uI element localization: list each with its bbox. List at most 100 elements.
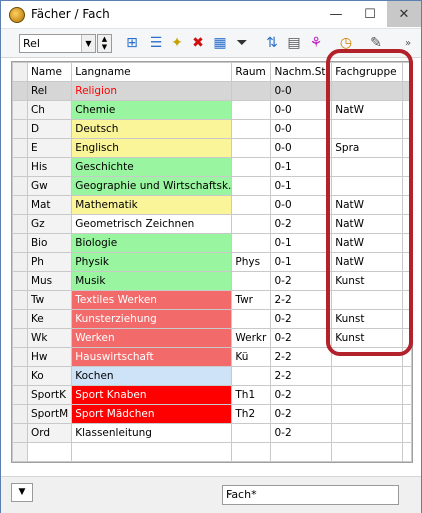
cell-raum[interactable] <box>231 214 272 234</box>
field-icon[interactable]: ▤ <box>287 35 301 51</box>
cell-langname[interactable]: Deutsch <box>71 119 233 139</box>
cell-raum[interactable]: Phys <box>231 252 272 272</box>
table-row[interactable]: Bio Biologie 0-1 NatW <box>12 233 412 253</box>
table-row[interactable]: Mat Mathematik 0-0 NatW <box>12 195 412 215</box>
cell-nachm[interactable]: 0-2 <box>270 214 333 234</box>
cell-raum[interactable] <box>231 119 272 139</box>
col-header-nachm[interactable]: Nachm.St <box>270 62 333 82</box>
table-row-empty[interactable] <box>12 461 412 462</box>
cell-name[interactable]: Ord <box>26 423 73 443</box>
table-row[interactable]: Gw Geographie und Wirtschaftsk. 0-1 <box>12 176 412 196</box>
app-clock-icon[interactable] <box>9 7 25 23</box>
cell-name[interactable]: SportM <box>26 404 73 424</box>
row-header[interactable] <box>12 328 28 348</box>
cell-nachm[interactable]: 0-2 <box>270 309 333 329</box>
table-row-empty[interactable] <box>12 442 412 462</box>
cell-langname[interactable]: Werken <box>71 328 233 348</box>
cell-langname[interactable]: Englisch <box>71 138 233 158</box>
cell-nachm[interactable]: 2-2 <box>270 366 333 386</box>
cell-langname[interactable]: Physik <box>71 252 233 272</box>
cell-name[interactable]: Gw <box>26 176 73 196</box>
row-header[interactable] <box>12 423 28 443</box>
row-header[interactable] <box>12 214 28 234</box>
cell-nachm[interactable]: 0-2 <box>270 404 333 424</box>
cell-raum[interactable] <box>231 423 272 443</box>
cell-nachm[interactable]: 0-0 <box>270 100 333 120</box>
corner-cell[interactable] <box>12 62 28 82</box>
row-header[interactable] <box>12 233 28 253</box>
row-header[interactable] <box>12 385 28 405</box>
cell-nachm[interactable]: 0-1 <box>270 233 333 253</box>
row-header[interactable] <box>12 309 28 329</box>
table-row[interactable]: SportK Sport Knaben Th1 0-2 <box>12 385 412 405</box>
cell-langname[interactable]: Textiles Werken <box>71 290 233 310</box>
cell-fachgruppe[interactable]: Kunst <box>331 309 404 329</box>
cell-nachm[interactable]: 0-2 <box>270 271 333 291</box>
cell-fachgruppe[interactable] <box>331 404 404 424</box>
empty-cell[interactable] <box>270 442 333 462</box>
close-button[interactable]: ✕ <box>387 1 421 27</box>
empty-cell[interactable] <box>402 442 412 462</box>
new-icon[interactable]: ✦ <box>171 35 183 51</box>
overflow-icon[interactable]: » <box>404 37 412 49</box>
cell-raum[interactable]: Werkr <box>231 328 272 348</box>
cell-nachm[interactable]: 0-1 <box>270 252 333 272</box>
cell-name[interactable]: Ch <box>26 100 73 120</box>
cell-name[interactable]: Bio <box>26 233 73 253</box>
cell-name[interactable]: D <box>26 119 73 139</box>
cell-name[interactable]: Ke <box>26 309 73 329</box>
table-row[interactable]: Ch Chemie 0-0 NatW <box>12 100 412 120</box>
empty-cell[interactable] <box>26 461 73 462</box>
empty-cell[interactable] <box>71 461 233 462</box>
cell-langname[interactable]: Biologie <box>71 233 233 253</box>
cell-raum[interactable]: Th2 <box>231 404 272 424</box>
cell-nachm[interactable]: 0-1 <box>270 157 333 177</box>
cell-langname[interactable]: Geometrisch Zeichnen <box>71 214 233 234</box>
cell-nachm[interactable]: 0-1 <box>270 176 333 196</box>
dropdown-button[interactable]: ▼ <box>11 483 33 502</box>
cell-raum[interactable]: Kü <box>231 347 272 367</box>
cell-name[interactable]: Hw <box>26 347 73 367</box>
cell-nachm[interactable]: 0-0 <box>270 119 333 139</box>
sort-icon[interactable]: ⇅ <box>266 35 278 51</box>
empty-cell[interactable] <box>402 461 412 462</box>
cell-nachm[interactable]: 0-2 <box>270 423 333 443</box>
cell-raum[interactable] <box>231 100 272 120</box>
cell-raum[interactable] <box>231 157 272 177</box>
cell-langname[interactable]: Chemie <box>71 100 233 120</box>
cell-raum[interactable] <box>231 138 272 158</box>
empty-cell[interactable] <box>26 442 73 462</box>
view-selector[interactable]: Fach* ⌄ <box>222 485 399 505</box>
table-row[interactable]: Ke Kunsterziehung 0-2 Kunst <box>12 309 412 329</box>
cell-fachgruppe[interactable]: NatW <box>331 252 404 272</box>
table-row[interactable]: Ko Kochen 2-2 <box>12 366 412 386</box>
cell-nachm[interactable]: 0-0 <box>270 138 333 158</box>
cell-filler[interactable] <box>402 385 412 405</box>
row-header[interactable] <box>12 347 28 367</box>
col-header-fachgruppe[interactable]: Fachgruppe <box>331 62 404 82</box>
empty-cell[interactable] <box>12 461 28 462</box>
filter-icon[interactable]: ⏷ <box>236 35 248 51</box>
cell-fachgruppe[interactable] <box>331 366 404 386</box>
cell-filler[interactable] <box>402 423 412 443</box>
cell-langname[interactable]: Sport Knaben <box>71 385 233 405</box>
cell-nachm[interactable]: 0-0 <box>270 81 333 101</box>
maximize-button[interactable]: ☐ <box>353 1 387 27</box>
cell-name[interactable]: Mus <box>26 271 73 291</box>
cell-fachgruppe[interactable] <box>331 423 404 443</box>
row-header[interactable] <box>12 195 28 215</box>
cell-name[interactable]: Mat <box>26 195 73 215</box>
chevron-down-icon[interactable]: ▼ <box>81 35 95 52</box>
cell-fachgruppe[interactable]: NatW <box>331 214 404 234</box>
col-header-raum[interactable]: Raum <box>231 62 272 82</box>
cell-fachgruppe[interactable] <box>331 385 404 405</box>
row-header[interactable] <box>12 81 28 101</box>
cell-name[interactable]: E <box>26 138 73 158</box>
cell-name[interactable]: Ph <box>26 252 73 272</box>
tree-icon[interactable]: ⚘ <box>309 35 323 51</box>
empty-cell[interactable] <box>12 442 28 462</box>
subject-selector[interactable]: Rel ▼ <box>19 34 96 53</box>
cell-raum[interactable] <box>231 309 272 329</box>
minimize-button[interactable]: — <box>319 1 353 27</box>
empty-cell[interactable] <box>231 461 272 462</box>
